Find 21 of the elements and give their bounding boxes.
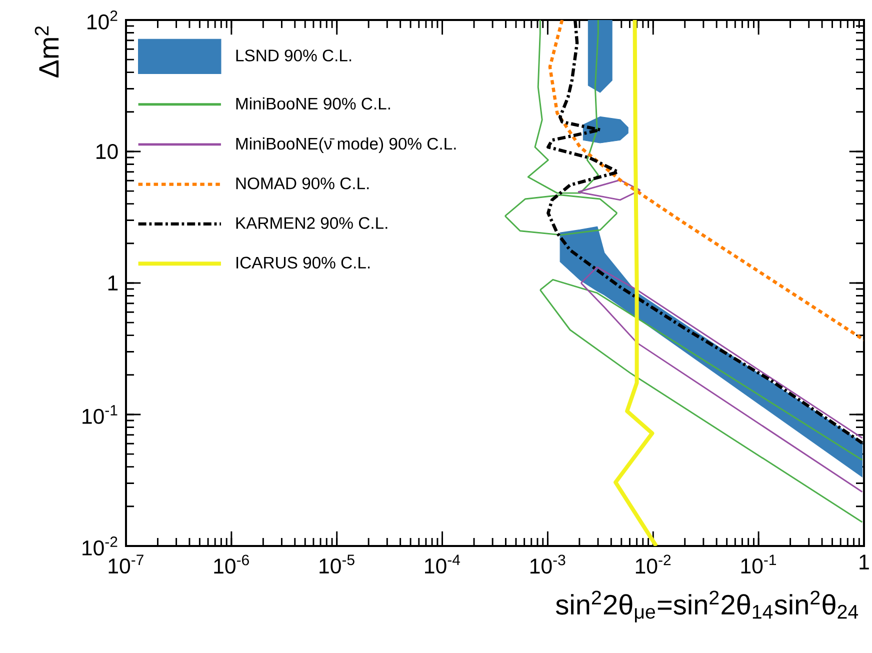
x-tick-label: 10$^{-6}$ [214,554,249,574]
x-tick-label: 10$^{-4}$ [425,554,460,574]
x-tick-label: 1 [860,554,869,570]
x-tick-label: 10$^{-5}$ [320,554,354,574]
y-axis-title: Δm$^{2}$ [34,26,59,78]
legend-label: NOMAD 90% C.L. [236,178,369,190]
x-tick-label: 10$^{-2}$ [636,554,671,574]
text: sin$^{2}$2θ$_{μe}$=sin$^{2}$2θ$_{14}$sin$^{2}$θ$_{24}$ [556,590,858,622]
y-tick-label: 10$^{2}$ [88,10,118,30]
y-tick-label: 1 [108,276,118,290]
legend-label: KARMEN2 90% C.L. [236,217,388,229]
legend-label: MiniBooNE(ν̄ mode) 90% C.L. [236,137,456,153]
x-tick-label: 10$^{-7}$ [108,554,144,574]
x-tick-label: 10$^{-1}$ [741,554,776,574]
legend-label: LSND 90% C.L. [236,50,352,62]
x-tick-label: 10$^{-3}$ [530,554,566,574]
legend-label: ICARUS 90% C.L. [236,256,370,269]
legend-label: MiniBooNE 90% C.L. [236,97,390,110]
y-tick-label: 10$^{-1}$ [82,405,118,424]
y-tick-label: 10$^{-2}$ [82,536,118,556]
y-tick-label: 10 [96,144,118,160]
